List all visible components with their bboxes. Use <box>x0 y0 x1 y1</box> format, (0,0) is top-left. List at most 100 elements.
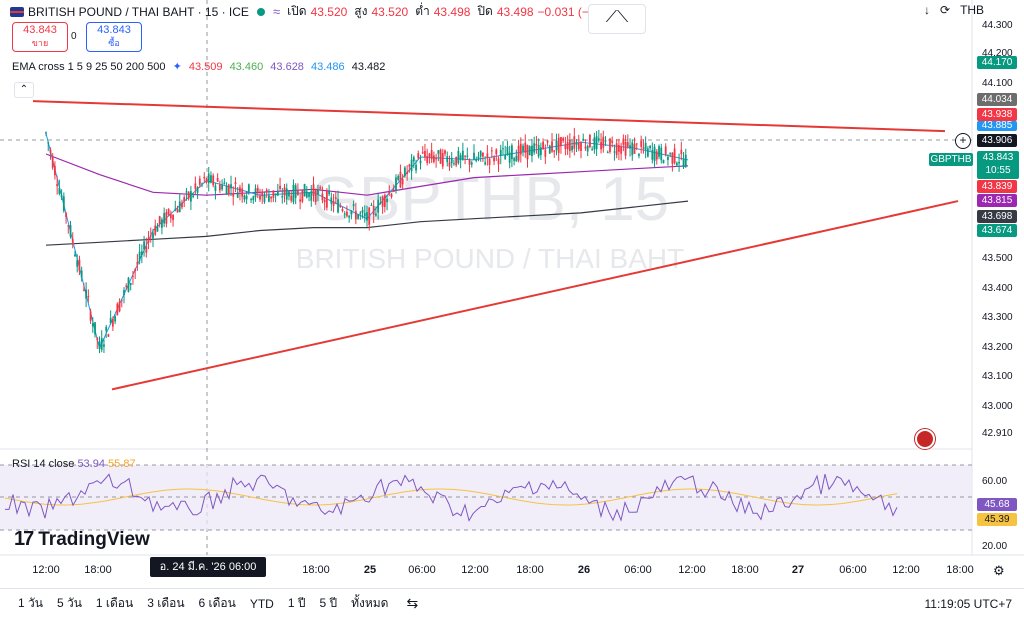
timeframe-1y[interactable]: 1 ปี <box>287 596 306 610</box>
timeframe-6m[interactable]: 6 เดือน <box>198 596 236 610</box>
candle-body <box>346 211 348 216</box>
timeframe-5d[interactable]: 5 วัน <box>56 596 82 610</box>
rsi-legend[interactable]: RSI 14 close 53.94 55.87 <box>12 458 136 470</box>
candle-body <box>622 138 625 145</box>
ema-legend[interactable]: EMA cross 1 5 9 25 50 200 500 ✦ 43.509 4… <box>12 60 389 73</box>
candle-body <box>129 282 132 286</box>
candle-body <box>535 144 538 146</box>
candle-body <box>261 193 264 197</box>
candle-body <box>562 137 565 141</box>
candle-body <box>381 196 384 207</box>
timeframe-all[interactable]: ทั้งหมด <box>351 596 389 610</box>
candle-body <box>566 142 569 150</box>
timeframe-1m[interactable]: 1 เดือน <box>95 596 134 610</box>
buy-button[interactable]: 43.843 ซื้อ <box>86 22 142 52</box>
add-alert-button[interactable]: + <box>955 133 971 149</box>
rsi-line <box>5 473 898 522</box>
candle-body <box>573 136 576 149</box>
candle-body <box>185 191 188 193</box>
timeframe-ytd[interactable]: YTD <box>249 596 274 611</box>
drawing-tool-button[interactable]: ⟋⟍ <box>588 4 646 34</box>
symbol-title[interactable]: BRITISH POUND / THAI BAHT · 15 · ICE <box>28 4 249 19</box>
candle-body <box>510 145 513 160</box>
candle-body <box>111 318 114 327</box>
sync-icon[interactable]: ⟳ <box>940 3 951 17</box>
candle-body <box>176 209 179 213</box>
candle-body <box>631 142 634 156</box>
candle-body <box>259 195 261 200</box>
rsi-value: 53.94 <box>77 458 105 470</box>
candle-body <box>368 207 371 225</box>
x-label: 18:00 <box>516 564 544 576</box>
candle-body <box>158 216 161 224</box>
y-label: 43.400 <box>982 283 1013 294</box>
rsi-ma-tag: 45.39 <box>977 513 1017 526</box>
resistance-trendline <box>32 100 946 133</box>
candle-body <box>76 260 79 267</box>
candle-body <box>386 198 388 203</box>
candle-body <box>332 201 335 206</box>
candle-body <box>58 188 61 194</box>
sell-label: ขาย <box>31 38 49 48</box>
market-status-icon <box>256 7 265 16</box>
candle-body <box>288 191 290 197</box>
candle-body <box>152 232 154 239</box>
timeframe-5y[interactable]: 5 ปี <box>319 596 338 610</box>
timeframe-1d[interactable]: 1 วัน <box>18 596 43 610</box>
ema-settings-icon[interactable]: ✦ <box>172 61 182 73</box>
candle-body <box>593 137 596 150</box>
candle-body <box>247 184 250 192</box>
candle-body <box>223 182 226 184</box>
series-line-ema-200 <box>45 153 689 196</box>
candle-body <box>181 202 183 208</box>
candle-body <box>635 143 638 145</box>
candle-body <box>140 251 143 256</box>
candle-body <box>245 195 248 200</box>
candle-body <box>187 191 190 199</box>
download-icon[interactable]: ↓ <box>924 3 930 17</box>
candle-body <box>575 142 578 145</box>
candle-body <box>65 213 67 217</box>
candle-body <box>377 199 380 213</box>
candle-body <box>125 285 128 287</box>
x-label: 18:00 <box>84 564 112 576</box>
candle-body <box>680 149 683 155</box>
collapse-legend-button[interactable]: ⌃ <box>14 82 34 98</box>
candle-body <box>506 146 509 156</box>
candle-body <box>78 259 81 271</box>
clock[interactable]: 11:19:05 UTC+7 <box>924 597 1013 611</box>
candle-body <box>564 144 567 150</box>
tradingview-logo[interactable]: 17 TradingView <box>14 528 150 551</box>
candle-body <box>439 149 442 164</box>
candle-body <box>615 143 618 155</box>
candle-body <box>49 149 52 153</box>
calendar-range-icon[interactable]: ⇆ <box>406 595 419 611</box>
candle-body <box>448 162 451 167</box>
candle-body <box>524 142 527 153</box>
candle-body <box>522 145 524 152</box>
price-tag: 43.698 <box>977 210 1017 223</box>
uk-flag-event-icon[interactable] <box>915 429 935 449</box>
candle-body <box>350 210 353 215</box>
candle-body <box>446 156 449 163</box>
timeframe-3m[interactable]: 3 เดือน <box>147 596 185 610</box>
candle-body <box>412 157 415 162</box>
candle-body <box>620 146 623 154</box>
gear-icon[interactable]: ⚙ <box>993 563 1005 578</box>
candle-body <box>379 202 382 204</box>
sell-button[interactable]: 43.843 ขาย <box>12 22 68 52</box>
y-label: 43.200 <box>982 342 1013 353</box>
ema-value-3: 43.628 <box>270 61 304 73</box>
last-price-symbol: GBPTHB <box>929 153 973 166</box>
candle-body <box>406 172 409 174</box>
candle-body <box>441 153 444 167</box>
bottom-toolbar: 1 วัน 5 วัน 1 เดือน 3 เดือน 6 เดือน YTD … <box>0 588 1024 618</box>
candle-body <box>47 142 50 144</box>
candle-body <box>109 317 112 323</box>
candle-body <box>497 158 500 165</box>
candle-body <box>662 159 665 164</box>
candle-body <box>272 190 275 198</box>
candle-body <box>67 225 70 227</box>
currency-select[interactable]: THB <box>960 3 985 17</box>
